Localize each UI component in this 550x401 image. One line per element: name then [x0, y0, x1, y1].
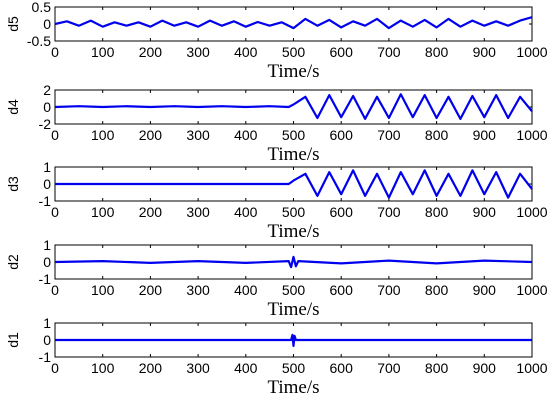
y-tick-label: 0: [43, 176, 51, 192]
x-tick-label: 800: [425, 282, 449, 298]
x-axis-label: Time/s: [267, 144, 319, 165]
x-tick-label: 900: [473, 282, 497, 298]
x-tick-label: 700: [377, 360, 401, 376]
x-tick-label: 900: [473, 204, 497, 220]
x-tick-label: 400: [234, 127, 258, 143]
x-tick-label: 1000: [516, 127, 547, 143]
y-tick-label: -1: [39, 271, 52, 287]
x-tick-label: 300: [186, 360, 210, 376]
x-tick-label: 200: [139, 360, 163, 376]
x-tick-label: 800: [425, 127, 449, 143]
y-axis-label: d1: [5, 332, 21, 348]
series-line-d1: [55, 333, 532, 347]
y-tick-label: 1: [43, 237, 51, 253]
x-tick-label: 700: [377, 282, 401, 298]
x-axis-label: Time/s: [267, 299, 319, 320]
x-axis-label: Time/s: [267, 221, 319, 242]
y-tick-label: 0: [43, 16, 51, 32]
x-tick-label: 600: [330, 282, 354, 298]
x-tick-label: 100: [91, 282, 115, 298]
x-tick-label: 500: [282, 204, 306, 220]
x-tick-label: 500: [282, 282, 306, 298]
x-tick-label: 300: [186, 127, 210, 143]
x-tick-label: 100: [91, 127, 115, 143]
y-tick-label: 0: [43, 99, 51, 115]
y-tick-label: 2: [43, 82, 51, 98]
x-axis-label: Time/s: [267, 61, 319, 82]
y-tick-label: -0.5: [27, 33, 51, 49]
y-axis-label: d2: [5, 254, 21, 270]
x-tick-label: 200: [139, 282, 163, 298]
x-tick-label: 900: [473, 44, 497, 60]
x-tick-label: 800: [425, 204, 449, 220]
x-tick-label: 800: [425, 44, 449, 60]
y-axis-label: d4: [5, 99, 21, 115]
x-tick-label: 0: [51, 282, 59, 298]
x-tick-label: 400: [234, 360, 258, 376]
x-tick-label: 1000: [516, 282, 547, 298]
y-axis-label: d3: [5, 176, 21, 192]
y-tick-label: 1: [43, 159, 51, 175]
x-tick-label: 0: [51, 127, 59, 143]
y-tick-label: 1: [43, 315, 51, 331]
y-axis-label: d5: [5, 16, 21, 32]
x-tick-label: 0: [51, 204, 59, 220]
x-tick-label: 100: [91, 44, 115, 60]
x-tick-label: 500: [282, 360, 306, 376]
y-tick-label: 0: [43, 254, 51, 270]
x-tick-label: 500: [282, 127, 306, 143]
y-tick-label: -2: [39, 116, 52, 132]
x-tick-label: 600: [330, 127, 354, 143]
x-tick-label: 200: [139, 204, 163, 220]
x-tick-label: 100: [91, 204, 115, 220]
x-tick-label: 300: [186, 204, 210, 220]
x-tick-label: 400: [234, 204, 258, 220]
x-tick-label: 600: [330, 44, 354, 60]
x-tick-label: 700: [377, 204, 401, 220]
x-tick-label: 200: [139, 127, 163, 143]
y-tick-label: -1: [39, 349, 52, 365]
x-tick-label: 900: [473, 127, 497, 143]
x-tick-label: 900: [473, 360, 497, 376]
x-tick-label: 0: [51, 360, 59, 376]
series-line-d4: [54, 93, 533, 121]
x-tick-label: 100: [91, 360, 115, 376]
x-tick-label: 1000: [516, 360, 547, 376]
x-tick-label: 600: [330, 204, 354, 220]
x-tick-label: 700: [377, 127, 401, 143]
x-tick-label: 700: [377, 44, 401, 60]
x-axis-label: Time/s: [267, 377, 319, 398]
series-line-d3: [55, 169, 533, 199]
x-tick-label: 600: [330, 360, 354, 376]
x-tick-label: 400: [234, 44, 258, 60]
x-tick-label: 1000: [516, 204, 547, 220]
x-tick-label: 500: [282, 44, 306, 60]
y-tick-label: -1: [39, 193, 52, 209]
x-tick-label: 400: [234, 282, 258, 298]
y-tick-label: 0.5: [32, 0, 52, 15]
y-tick-label: 0: [43, 332, 51, 348]
x-tick-label: 800: [425, 360, 449, 376]
x-tick-label: 200: [139, 44, 163, 60]
x-tick-label: 0: [51, 44, 59, 60]
axes-box-d5: [54, 6, 533, 42]
series-line-d5: [54, 16, 533, 30]
x-tick-label: 1000: [516, 44, 547, 60]
series-line-d2: [54, 255, 533, 269]
x-tick-label: 300: [186, 44, 210, 60]
x-tick-label: 300: [186, 282, 210, 298]
